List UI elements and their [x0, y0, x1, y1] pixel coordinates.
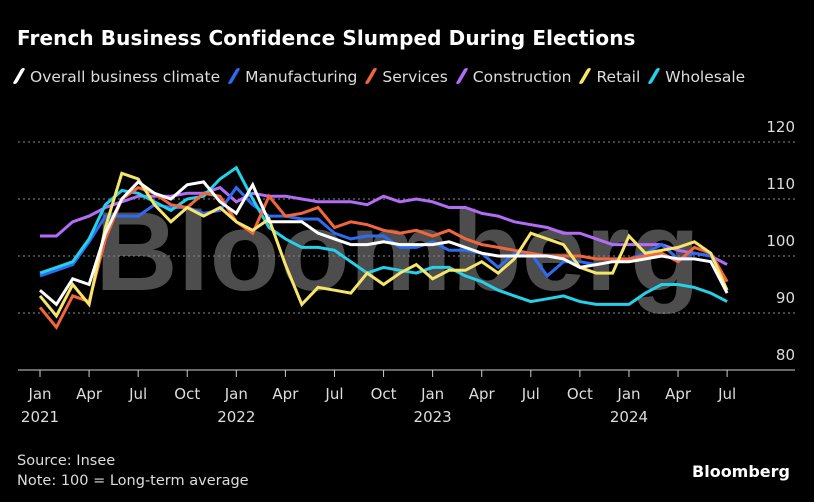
y-tick-label: 110: [766, 175, 795, 193]
series-line-overall-business-climate: [39, 179, 729, 307]
legend-item: Construction: [455, 66, 572, 89]
chart-title: French Business Confidence Slumped Durin…: [17, 26, 636, 50]
legend-label: Services: [382, 68, 448, 86]
x-tick-label: Jul: [717, 385, 736, 403]
x-tick-label: Oct: [567, 385, 593, 403]
x-tick-label: Oct: [174, 385, 200, 403]
x-tick-label: Apr: [469, 385, 496, 403]
legend-item: Manufacturing: [227, 66, 358, 89]
legend-label: Construction: [472, 68, 572, 86]
legend-label: Wholesale: [665, 68, 746, 86]
series-line-construction: [40, 185, 728, 266]
bloomberg-logo: Bloomberg: [692, 462, 790, 481]
x-tick-label: Apr: [272, 385, 299, 403]
source-notes: Source: Insee Note: 100 = Long-term aver…: [17, 451, 249, 491]
x-tick-label: Jan: [27, 385, 51, 403]
x-year-label: 2021: [21, 408, 59, 426]
x-year-label: 2024: [610, 408, 648, 426]
x-tick-label: Jan: [420, 385, 444, 403]
y-tick-label: 90: [776, 289, 795, 307]
x-tick-label: Jul: [521, 385, 540, 403]
legend-item: Retail: [578, 66, 641, 89]
x-tick-label: Apr: [665, 385, 692, 403]
x-tick-label: Jul: [324, 385, 343, 403]
x-year-label: 2022: [217, 408, 255, 426]
y-tick-label: 100: [766, 232, 795, 250]
legend-label: Overall business climate: [30, 68, 221, 86]
source-text: Source: Insee: [17, 453, 116, 469]
x-tick-label: Oct: [371, 385, 397, 403]
legend-label: Manufacturing: [245, 68, 358, 86]
x-year-label: 2023: [414, 408, 452, 426]
x-tick-label: Jan: [616, 385, 640, 403]
x-tick-label: Apr: [76, 385, 103, 403]
legend-item: Services: [364, 66, 448, 89]
series-line-retail: [38, 171, 729, 319]
y-tick-label: 80: [776, 346, 795, 364]
series-line-wholesale: [39, 165, 728, 306]
legend-item: Overall business climate: [12, 66, 221, 89]
legend: Overall business climate Manufacturing Ser…: [12, 66, 777, 89]
x-tick-label: Jan: [224, 385, 248, 403]
x-tick-label: Jul: [128, 385, 147, 403]
legend-label: Retail: [596, 68, 641, 86]
legend-item: Wholesale: [647, 66, 746, 89]
y-tick-label: 120: [766, 118, 795, 136]
note-text: Note: 100 = Long-term average: [17, 473, 249, 489]
